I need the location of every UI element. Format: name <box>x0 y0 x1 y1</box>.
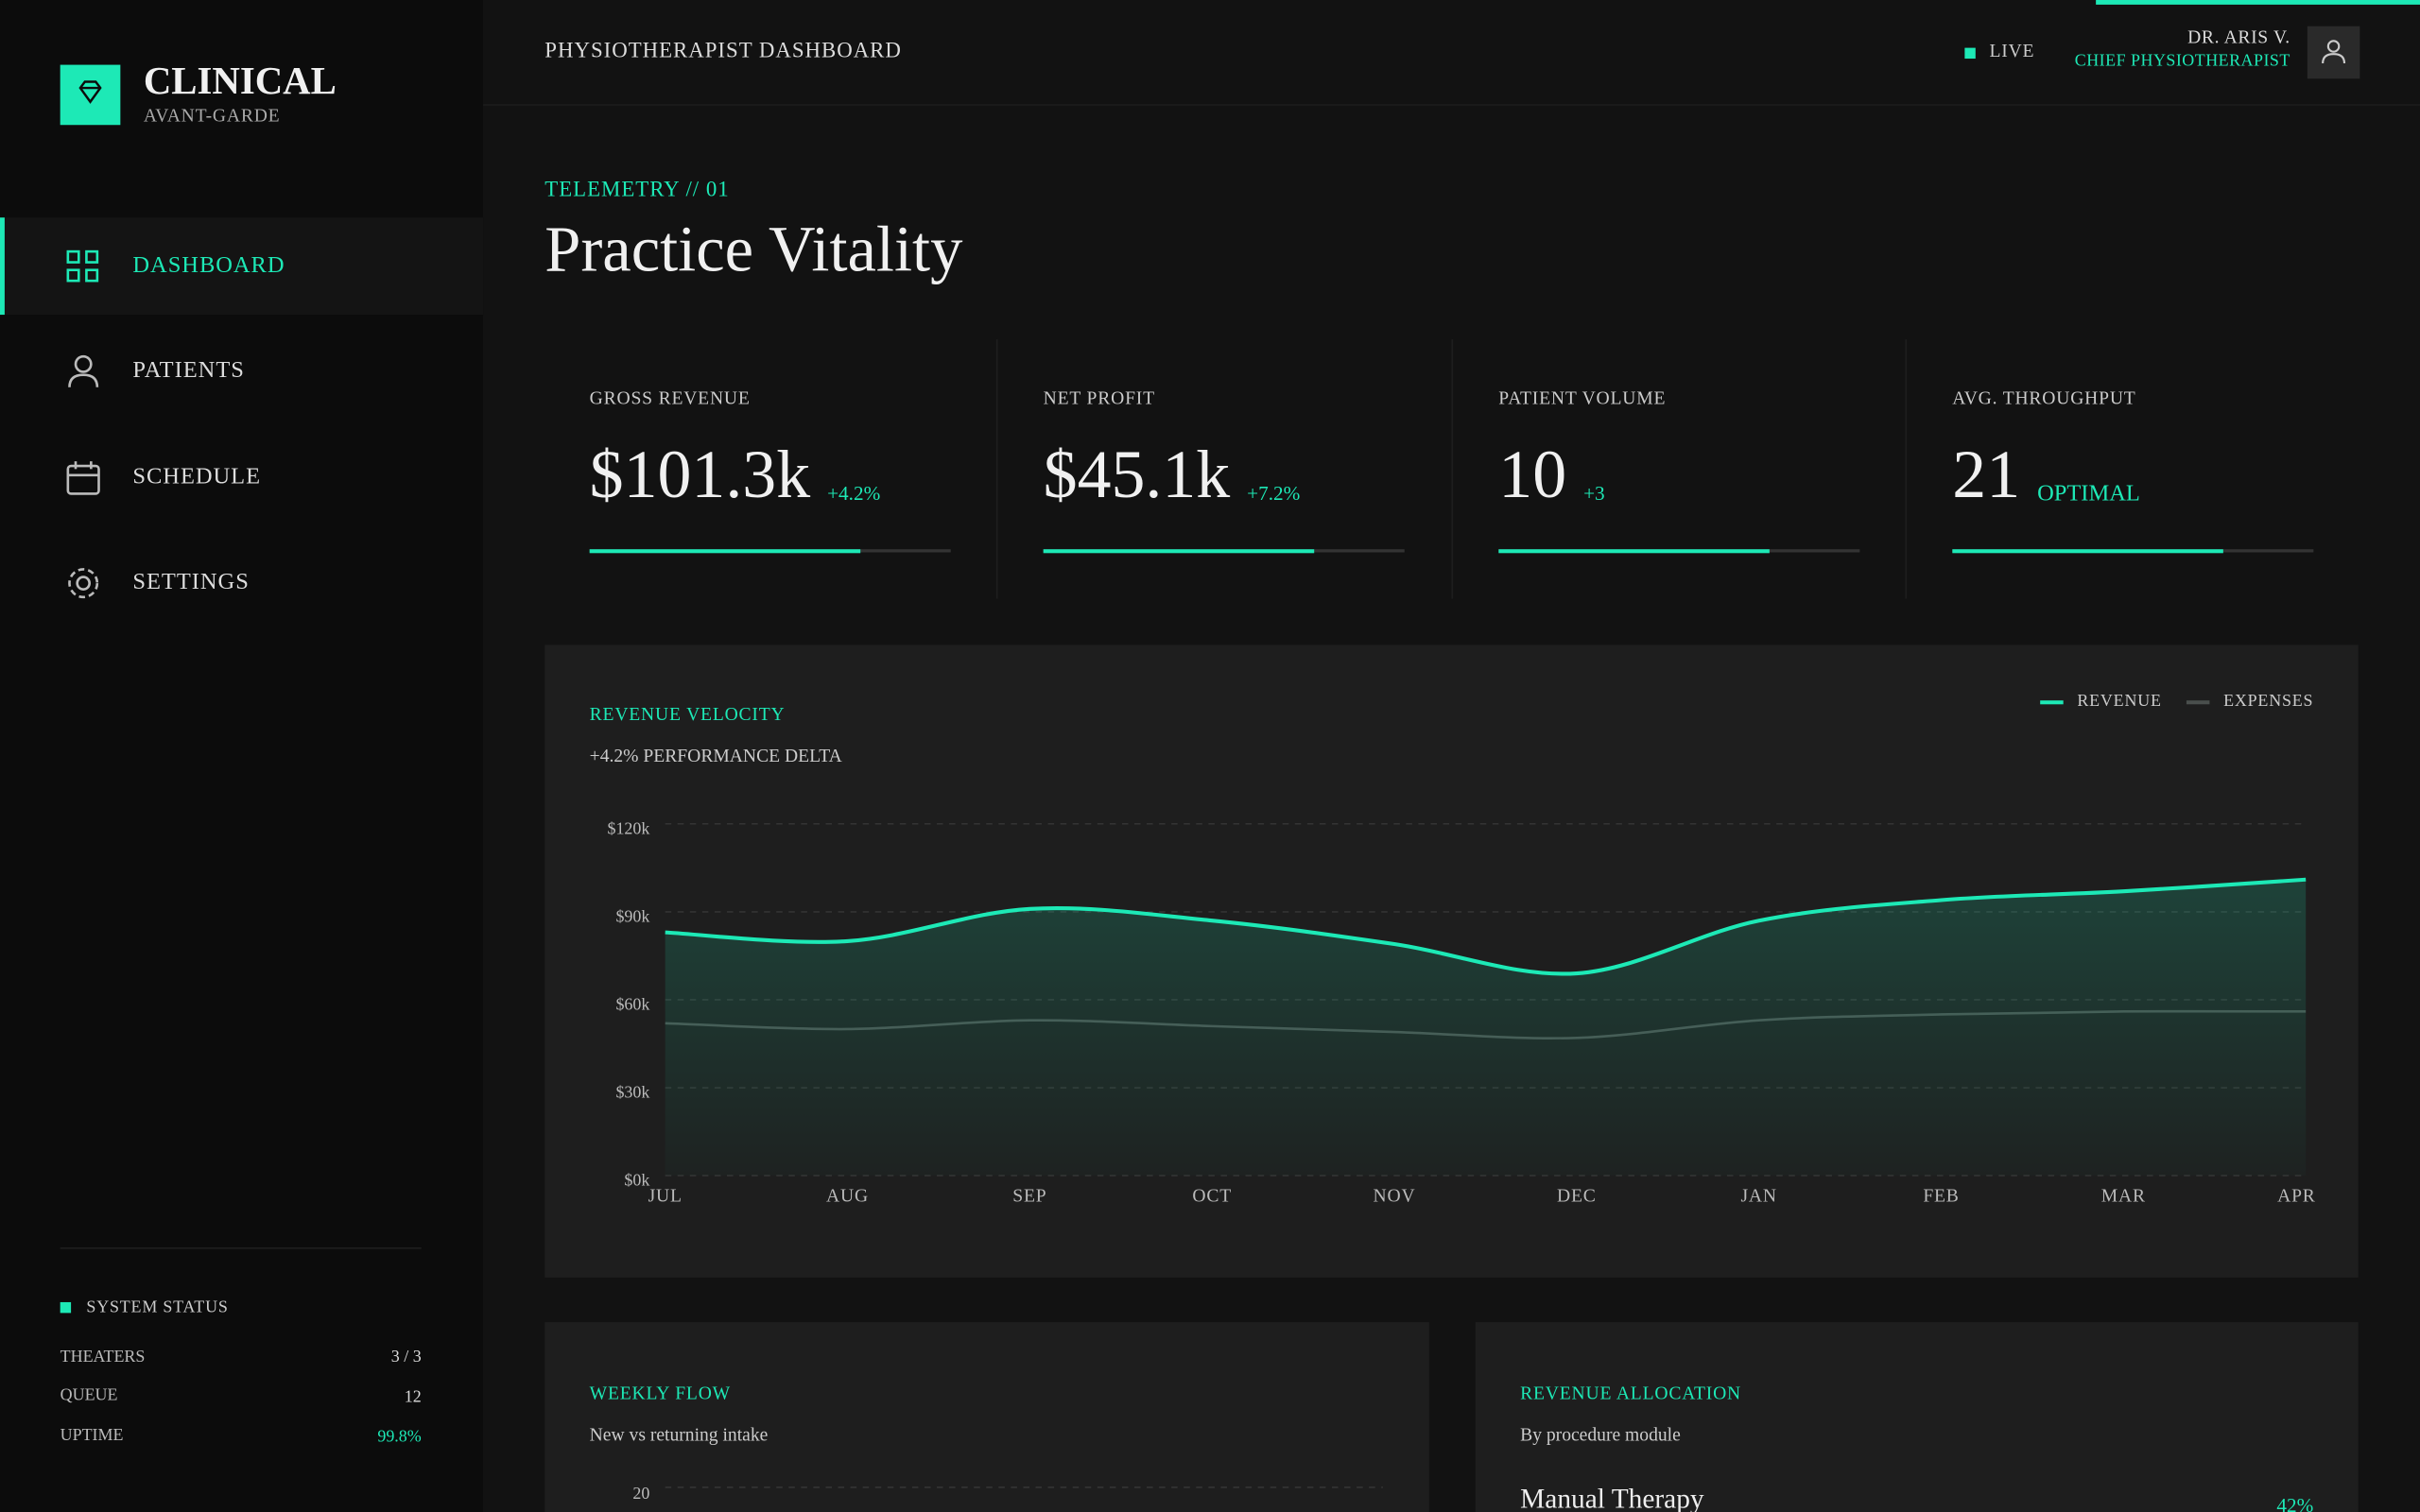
legend-swatch <box>2186 700 2210 705</box>
progress-fill <box>1952 549 2223 554</box>
progress-fill <box>1498 549 1770 554</box>
kpi-value: $45.1k <box>1044 437 1231 512</box>
chart-subtitle: +4.2% PERFORMANCE DELTA <box>590 747 842 766</box>
icon-settings <box>68 568 99 599</box>
header-title: PHYSIOTHERAPIST DASHBOARD <box>544 39 902 62</box>
progress-fill <box>1043 549 1315 554</box>
kpi-delta: +3 <box>1583 482 1605 505</box>
status-label: THEATERS <box>60 1347 146 1366</box>
kpi-label: NET PROFIT <box>1044 388 1155 408</box>
allocation-share: 42% <box>2276 1494 2313 1512</box>
kpi-value: 21 <box>1952 437 2020 512</box>
kpi-label: GROSS REVENUE <box>590 388 751 408</box>
x-tick-label: MAR <box>2101 1186 2146 1206</box>
nav-item[interactable]: SETTINGS <box>132 569 249 594</box>
allocation-panel <box>1475 1322 2359 1512</box>
nav-item[interactable]: PATIENTS <box>132 357 244 383</box>
y-tick-label: $90k <box>615 907 649 926</box>
legend-label: EXPENSES <box>2223 691 2313 710</box>
kpi-value: 10 <box>1498 437 1566 512</box>
live-label: LIVE <box>1989 42 2034 61</box>
avatar-icon <box>2322 40 2346 64</box>
status-value: 99.8% <box>377 1427 421 1446</box>
kpi-label: AVG. THROUGHPUT <box>1952 388 2135 408</box>
x-tick-label: JAN <box>1741 1186 1777 1206</box>
nav-item[interactable]: SCHEDULE <box>132 464 261 490</box>
nav-active-bg <box>0 217 484 316</box>
chart: $0k $30k $60k $90k $120k JUL AUG SEP OCT NOV DEC JA… <box>608 691 2316 1206</box>
accent <box>2096 0 2420 5</box>
x-tick-label: JUL <box>648 1186 683 1206</box>
x-tick-label: DEC <box>1557 1186 1597 1206</box>
line <box>665 877 2307 976</box>
x-tick-label: FEB <box>1923 1186 1959 1206</box>
legend-label: REVENUE <box>2077 691 2161 710</box>
legend-swatch <box>2040 700 2064 705</box>
kpi-value: $101.3k <box>590 437 811 512</box>
brand-name: CLINICAL <box>144 60 337 102</box>
brand-tagline: AVANT-GARDE <box>144 107 281 127</box>
status-value: 12 <box>405 1386 422 1405</box>
chart-title: REVENUE VELOCITY <box>590 705 786 725</box>
y-tick-label: $120k <box>608 818 650 837</box>
panel-title: WEEKLY FLOW <box>590 1383 731 1403</box>
logo <box>60 64 121 126</box>
kpi-delta: +4.2% <box>827 482 880 505</box>
x-tick-label: AUG <box>826 1186 869 1206</box>
status-label: UPTIME <box>60 1425 124 1444</box>
x-tick-label: NOV <box>1374 1186 1416 1206</box>
nav-active-bar <box>0 217 5 316</box>
status-value: 3 / 3 <box>391 1347 422 1366</box>
kpi-delta: OPTIMAL <box>2037 481 2140 507</box>
icon-schedule <box>66 461 100 495</box>
section-eyebrow: TELEMETRY // 01 <box>544 178 729 201</box>
weekly-panel <box>544 1322 1429 1512</box>
section-title: Practice Vitality <box>544 214 963 285</box>
x-tick-label: OCT <box>1192 1186 1232 1206</box>
user-role: CHIEF PHYSIOTHERAPIST <box>2075 50 2290 69</box>
logo-icon <box>78 80 102 104</box>
y-tick-label: $0k <box>624 1171 649 1190</box>
x-tick-label: APR <box>2277 1186 2316 1206</box>
allocation-item: Manual Therapy <box>1520 1484 1704 1512</box>
x-tick-label: SEP <box>1012 1186 1046 1206</box>
panel-title: REVENUE ALLOCATION <box>1520 1383 1741 1403</box>
icon-patients <box>68 354 99 387</box>
kpi-delta: +7.2% <box>1247 482 1300 505</box>
kpi-row: GROSS REVENUE $101.3k +4.2% NET PROFIT $45.1… <box>589 339 2314 599</box>
y-tick-label: 20 <box>632 1484 649 1503</box>
status-label: QUEUE <box>60 1385 118 1404</box>
panel-subtitle: By procedure module <box>1520 1425 1681 1445</box>
area <box>665 879 2307 1177</box>
nav-item[interactable]: DASHBOARD <box>132 252 285 278</box>
live-dot <box>1964 47 1976 60</box>
y-tick-label: $60k <box>615 995 649 1014</box>
status-dot <box>60 1301 72 1314</box>
y-tick-label: $30k <box>615 1083 649 1102</box>
kpi-label: PATIENT VOLUME <box>1498 388 1666 408</box>
icon-dashboard <box>66 249 99 283</box>
user-name: DR. ARIS V. <box>2187 27 2290 47</box>
panel-subtitle: New vs returning intake <box>590 1425 769 1445</box>
status-title: SYSTEM STATUS <box>86 1297 228 1316</box>
progress-fill <box>589 549 861 554</box>
